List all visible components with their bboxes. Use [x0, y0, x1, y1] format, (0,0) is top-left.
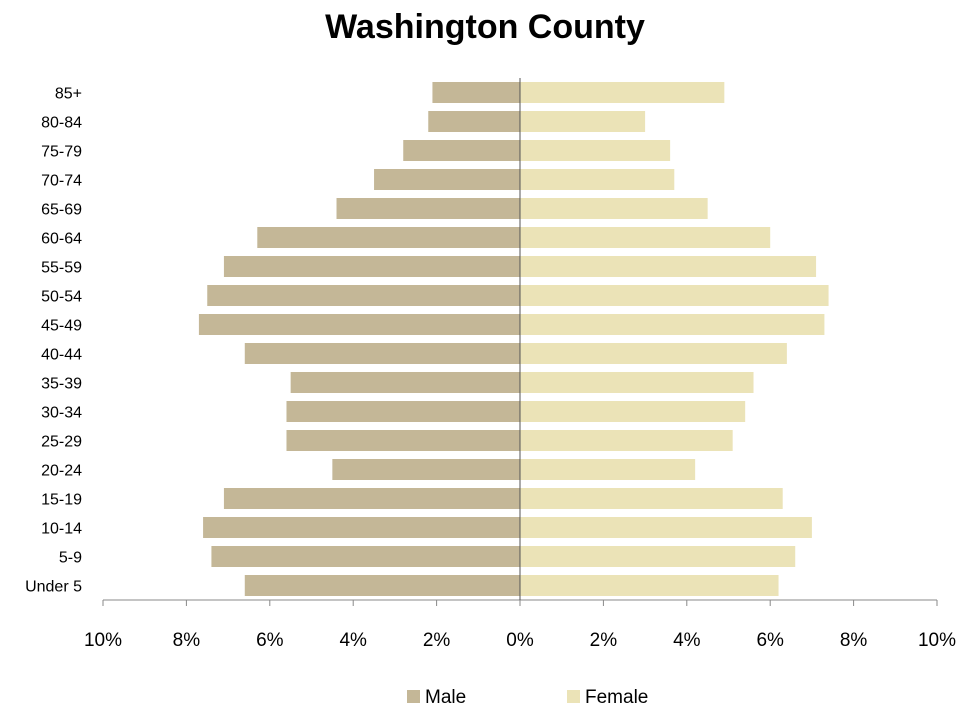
- bar-male-50-54: [207, 285, 520, 306]
- category-label: 80-84: [41, 115, 82, 132]
- legend-swatch-male: [407, 690, 420, 703]
- legend-swatch-female: [567, 690, 580, 703]
- bar-male-5-9: [211, 546, 521, 567]
- category-label: 25-29: [41, 434, 82, 451]
- x-tick-label: 4%: [339, 630, 367, 651]
- bar-female-25-29: [520, 430, 733, 451]
- bar-female-35-39: [520, 372, 754, 393]
- category-labels: 85+ 80-84 75-79 70-74 65-69 60-64 55-59 50-54 45…: [25, 86, 82, 596]
- legend: Male Female: [407, 687, 648, 708]
- legend-label-male: Male: [425, 687, 466, 708]
- bar-female-70-74: [520, 169, 675, 190]
- bar-female-45-49: [520, 314, 825, 335]
- bar-male-30-34: [286, 401, 520, 422]
- bar-female-40-44: [520, 343, 787, 364]
- category-label: 45-49: [41, 318, 82, 335]
- x-tick-label: 4%: [673, 630, 701, 651]
- bar-female-65-69: [520, 198, 708, 219]
- bar-female-30-34: [520, 401, 746, 422]
- category-label: 35-39: [41, 376, 82, 393]
- x-tick-label: 6%: [256, 630, 284, 651]
- bar-female-60-64: [520, 227, 771, 248]
- bar-male-60-64: [257, 227, 520, 248]
- chart-title: Washington County: [325, 8, 645, 46]
- x-tick-label: 2%: [590, 630, 618, 651]
- x-tick-label: 2%: [423, 630, 451, 651]
- bar-female-20-24: [520, 459, 696, 480]
- bar-male-45-49: [198, 314, 520, 335]
- category-label: 50-54: [41, 289, 82, 306]
- category-label: 15-19: [41, 492, 82, 509]
- category-label: Under 5: [25, 579, 82, 596]
- bar-male-80-84: [428, 111, 520, 132]
- category-label: 20-24: [41, 463, 82, 480]
- bar-male-85+: [432, 82, 520, 103]
- category-label: 30-34: [41, 405, 82, 422]
- bar-male-55-59: [223, 256, 520, 277]
- category-label: 70-74: [41, 173, 82, 190]
- bar-female-55-59: [520, 256, 817, 277]
- category-label: 85+: [55, 86, 82, 103]
- bar-female-5-9: [520, 546, 796, 567]
- bar-male-40-44: [244, 343, 520, 364]
- bar-male-15-19: [223, 488, 520, 509]
- bar-female-50-54: [520, 285, 829, 306]
- category-label: 60-64: [41, 231, 82, 248]
- x-tick-label: 6%: [756, 630, 784, 651]
- x-axis: 10% 8% 6% 4% 2% 0% 2% 4% 6% 8% 10%: [84, 599, 956, 651]
- bar-male-75-79: [403, 140, 520, 161]
- bar-female-85+: [520, 82, 725, 103]
- bar-female-under-5: [520, 575, 779, 596]
- bar-female-75-79: [520, 140, 671, 161]
- category-label: 65-69: [41, 202, 82, 219]
- category-label: 10-14: [41, 521, 82, 538]
- category-label: 55-59: [41, 260, 82, 277]
- x-tick-label: 0%: [506, 630, 534, 651]
- bar-male-70-74: [374, 169, 520, 190]
- category-label: 75-79: [41, 144, 82, 161]
- x-tick-label: 8%: [840, 630, 868, 651]
- bar-male-under-5: [244, 575, 520, 596]
- bar-male-25-29: [286, 430, 520, 451]
- bar-female-10-14: [520, 517, 812, 538]
- legend-label-female: Female: [585, 687, 648, 708]
- x-tick-label: 8%: [173, 630, 201, 651]
- bar-male-35-39: [290, 372, 520, 393]
- bars-layer: [198, 82, 829, 596]
- bar-male-65-69: [336, 198, 520, 219]
- bar-female-80-84: [520, 111, 646, 132]
- bar-female-15-19: [520, 488, 783, 509]
- category-label: 5-9: [59, 550, 82, 567]
- x-tick-label: 10%: [84, 630, 122, 651]
- x-tick-label: 10%: [918, 630, 956, 651]
- category-label: 40-44: [41, 347, 82, 364]
- bar-male-20-24: [332, 459, 520, 480]
- bar-male-10-14: [203, 517, 520, 538]
